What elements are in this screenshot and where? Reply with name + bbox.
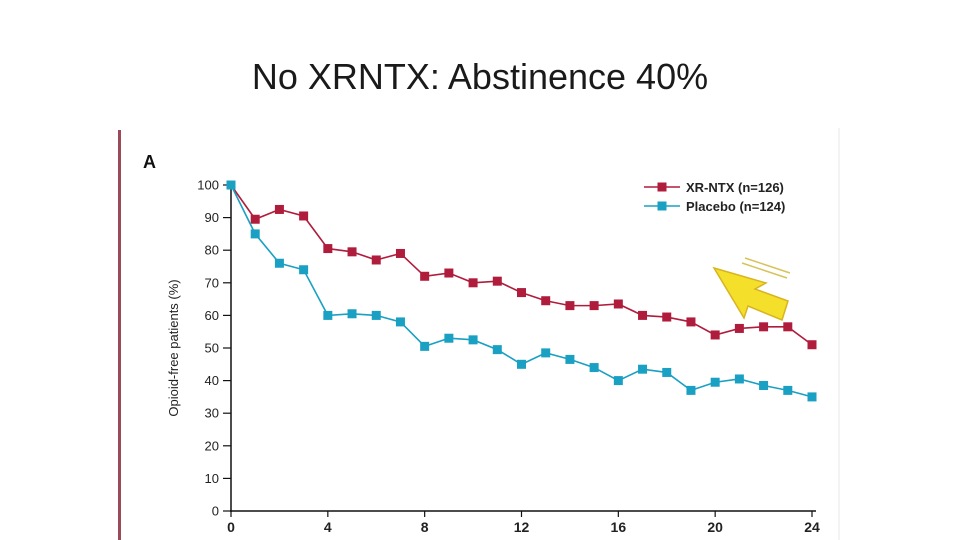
chart-series (226, 180, 817, 402)
data-point (444, 333, 454, 343)
data-point (517, 288, 526, 298)
data-point (589, 363, 599, 373)
data-point (638, 364, 648, 374)
data-point (686, 317, 696, 327)
y-tick-label: 80 (205, 243, 219, 258)
data-point (468, 278, 478, 288)
data-point (589, 301, 599, 311)
x-tick-label: 0 (227, 519, 235, 535)
data-point (565, 354, 575, 364)
data-point (807, 340, 817, 350)
data-point (395, 248, 405, 258)
y-tick-label: 10 (205, 471, 219, 486)
panel-label: A (143, 152, 156, 172)
data-point (638, 310, 648, 320)
data-point (371, 310, 381, 320)
legend-marker (657, 201, 667, 211)
data-point (323, 244, 333, 254)
slide-title: No XRNTX: Abstinence 40% (251, 56, 709, 97)
data-point (565, 301, 575, 311)
figure-right-edge (838, 128, 840, 540)
data-point (395, 317, 405, 327)
data-point (541, 348, 551, 358)
data-point (710, 377, 720, 387)
x-tick-label: 12 (514, 519, 530, 535)
data-point (783, 385, 793, 395)
y-tick-label: 70 (205, 275, 219, 290)
data-point (274, 204, 284, 214)
data-point (468, 335, 478, 345)
data-point (347, 247, 357, 257)
data-point (226, 180, 236, 190)
data-point (541, 296, 551, 306)
data-point (420, 341, 430, 351)
y-tick-label: 30 (205, 406, 219, 421)
x-tick-label: 4 (324, 519, 332, 535)
data-point (517, 359, 526, 369)
data-point (734, 374, 744, 384)
data-point (444, 268, 454, 278)
x-tick-label: 20 (707, 519, 723, 535)
data-point (686, 385, 696, 395)
data-point (250, 229, 260, 239)
y-tick-label: 100 (197, 178, 219, 193)
highlight-arrow-icon (712, 257, 791, 322)
data-point (274, 258, 284, 268)
data-point (783, 322, 793, 332)
data-point (807, 392, 817, 402)
data-point (323, 310, 333, 320)
data-point (492, 345, 502, 355)
data-point (662, 312, 672, 322)
data-point (734, 323, 744, 333)
legend-label: XR-NTX (n=126) (686, 180, 784, 195)
legend-label: Placebo (n=124) (686, 199, 785, 214)
chart-axes: 0 10 20 30 40 50 60 70 80 90 100 0 4 8 12 16 20 24 Opioid-… (166, 178, 820, 536)
data-point (662, 367, 672, 377)
data-point (759, 322, 769, 332)
y-tick-label: 90 (205, 210, 219, 225)
data-point (759, 380, 769, 390)
x-tick-label: 16 (611, 519, 627, 535)
x-tick-label: 8 (421, 519, 429, 535)
data-point (371, 255, 381, 265)
figure-left-border (118, 130, 121, 540)
y-axis-label: Opioid-free patients (%) (166, 279, 181, 416)
data-point (613, 299, 623, 309)
y-tick-label: 50 (205, 341, 219, 356)
y-tick-label: 40 (205, 373, 219, 388)
data-point (250, 214, 260, 224)
data-point (492, 276, 502, 286)
chart-legend: XR-NTX (n=126) Placebo (n=124) (644, 180, 785, 214)
y-tick-label: 0 (212, 504, 219, 519)
data-point (710, 330, 720, 340)
y-tick-label: 60 (205, 308, 219, 323)
data-point (299, 265, 309, 275)
y-tick-label: 20 (205, 438, 219, 453)
data-point (347, 309, 357, 319)
data-point (299, 211, 309, 221)
legend-marker (657, 182, 667, 192)
data-point (420, 271, 430, 281)
data-point (613, 376, 623, 386)
x-tick-label: 24 (804, 519, 820, 535)
